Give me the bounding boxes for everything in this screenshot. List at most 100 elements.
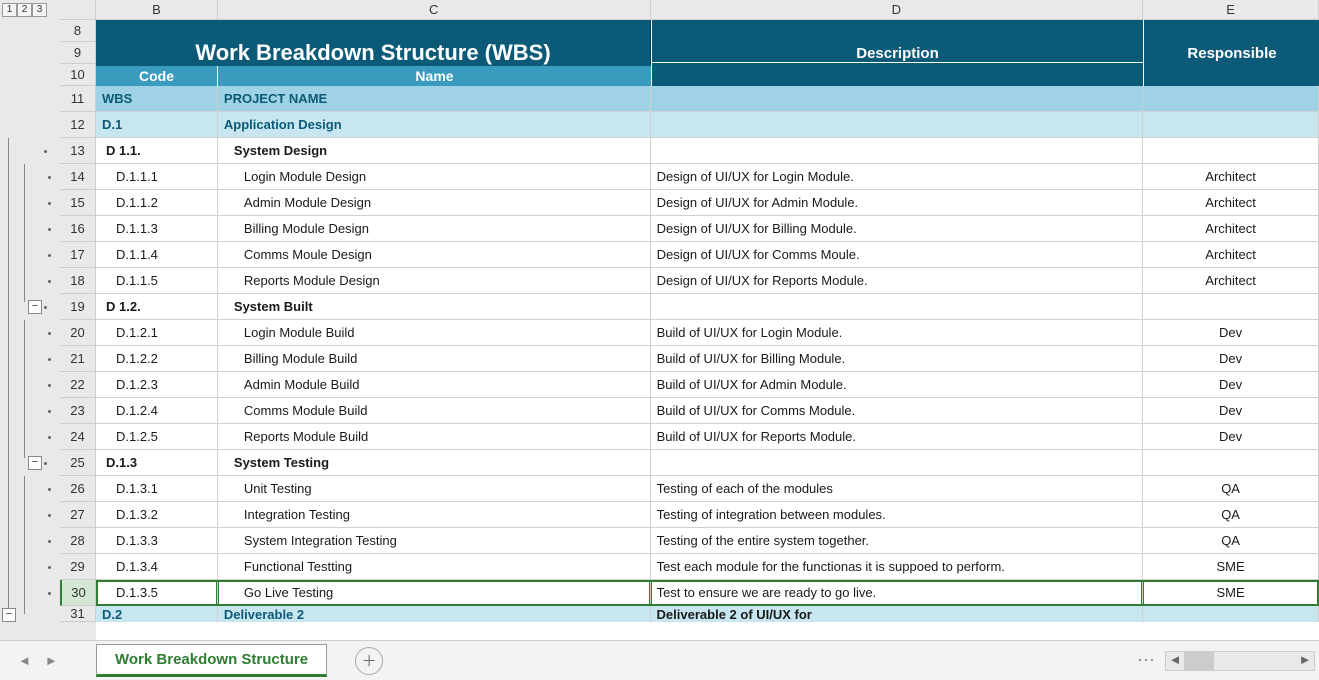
row-header-25[interactable]: 25: [60, 450, 96, 476]
cell-e[interactable]: [1143, 138, 1319, 163]
cell-c[interactable]: Unit Testing: [218, 476, 651, 501]
table-row[interactable]: D.1.1.2Admin Module DesignDesign of UI/U…: [96, 190, 1319, 216]
cell-d[interactable]: Testing of integration between modules.: [651, 502, 1144, 527]
scroll-track[interactable]: [1184, 652, 1296, 670]
cell-e[interactable]: SME: [1143, 554, 1319, 579]
cell-b[interactable]: D.1.1.5: [96, 268, 218, 293]
cell-d[interactable]: Build of UI/UX for Reports Module.: [651, 424, 1144, 449]
cell-b[interactable]: D.1.3.4: [96, 554, 218, 579]
cell-b[interactable]: D.1.1.4: [96, 242, 218, 267]
cell-b[interactable]: D.2: [96, 606, 218, 622]
scroll-thumb[interactable]: [1184, 652, 1214, 670]
table-row[interactable]: D.1.2.2Billing Module BuildBuild of UI/U…: [96, 346, 1319, 372]
table-row[interactable]: D 1.1.System Design: [96, 138, 1319, 164]
cell-d[interactable]: Test each module for the functionas it i…: [651, 554, 1144, 579]
row-header-14[interactable]: 14: [60, 164, 96, 190]
cell-d[interactable]: Design of UI/UX for Reports Module.: [651, 268, 1144, 293]
cell-c[interactable]: Integration Testing: [218, 502, 651, 527]
row-header-10[interactable]: 10: [60, 64, 96, 86]
cell-d[interactable]: Build of UI/UX for Login Module.: [651, 320, 1144, 345]
select-all-corner[interactable]: [60, 0, 96, 19]
table-row[interactable]: D.1.2.4Comms Module BuildBuild of UI/UX …: [96, 398, 1319, 424]
horizontal-scrollbar[interactable]: ◄ ►: [1165, 651, 1315, 671]
table-row[interactable]: D.1.1.3Billing Module DesignDesign of UI…: [96, 216, 1319, 242]
tab-more-icon[interactable]: ⋯: [1137, 650, 1157, 671]
cell-b[interactable]: D.1.3.3: [96, 528, 218, 553]
cell-c[interactable]: Admin Module Build: [218, 372, 651, 397]
row-header-12[interactable]: 12: [60, 112, 96, 138]
sheet-nav-prev-icon[interactable]: ◄: [18, 653, 31, 668]
cell-d[interactable]: Build of UI/UX for Comms Module.: [651, 398, 1144, 423]
row-header-23[interactable]: 23: [60, 398, 96, 424]
cell-c[interactable]: PROJECT NAME: [218, 86, 651, 111]
cell-e[interactable]: SME: [1143, 580, 1319, 605]
cell-d[interactable]: [651, 86, 1144, 111]
sheet-tab-active[interactable]: Work Breakdown Structure: [96, 644, 327, 677]
cell-c[interactable]: Reports Module Build: [218, 424, 651, 449]
cell-b[interactable]: D.1: [96, 112, 218, 137]
row-header-30[interactable]: 30: [60, 580, 96, 606]
cell-c[interactable]: Reports Module Design: [218, 268, 651, 293]
cell-b[interactable]: D.1.3.2: [96, 502, 218, 527]
cell-d[interactable]: Build of UI/UX for Billing Module.: [651, 346, 1144, 371]
add-sheet-button[interactable]: ＋: [355, 647, 383, 675]
cell-b[interactable]: D.1.3.1: [96, 476, 218, 501]
row-header-26[interactable]: 26: [60, 476, 96, 502]
row-header-19[interactable]: 19: [60, 294, 96, 320]
cell-e[interactable]: Architect: [1143, 164, 1319, 189]
cell-d[interactable]: Testing of each of the modules: [651, 476, 1144, 501]
row-header-21[interactable]: 21: [60, 346, 96, 372]
outline-level-1[interactable]: 1: [2, 3, 17, 17]
cell-b[interactable]: D 1.1.: [96, 138, 218, 163]
cell-e[interactable]: [1143, 294, 1319, 319]
cell-d[interactable]: Build of UI/UX for Admin Module.: [651, 372, 1144, 397]
table-row[interactable]: D.1Application Design: [96, 112, 1319, 138]
cell-c[interactable]: System Testing: [218, 450, 651, 475]
table-row[interactable]: D.1.1.1Login Module DesignDesign of UI/U…: [96, 164, 1319, 190]
cell-d[interactable]: Design of UI/UX for Comms Moule.: [651, 242, 1144, 267]
table-row[interactable]: D.2Deliverable 2Deliverable 2 of UI/UX f…: [96, 606, 1319, 622]
cell-d[interactable]: Design of UI/UX for Login Module.: [651, 164, 1144, 189]
table-row[interactable]: D.1.3System Testing: [96, 450, 1319, 476]
cell-e[interactable]: [1143, 606, 1319, 622]
cell-b[interactable]: WBS: [96, 86, 218, 111]
row-header-20[interactable]: 20: [60, 320, 96, 346]
cell-c[interactable]: Comms Module Build: [218, 398, 651, 423]
row-header-16[interactable]: 16: [60, 216, 96, 242]
table-row[interactable]: D.1.3.5Go Live TestingTest to ensure we …: [96, 580, 1319, 606]
outline-toggle[interactable]: −: [28, 300, 42, 314]
cell-e[interactable]: Architect: [1143, 216, 1319, 241]
outline-toggle[interactable]: −: [28, 456, 42, 470]
row-header-31[interactable]: 31: [60, 606, 96, 622]
table-row[interactable]: D.1.2.1Login Module BuildBuild of UI/UX …: [96, 320, 1319, 346]
cell-e[interactable]: Dev: [1143, 320, 1319, 345]
cell-b[interactable]: D.1.1.1: [96, 164, 218, 189]
cell-b[interactable]: D.1.3: [96, 450, 218, 475]
cell-e[interactable]: QA: [1143, 528, 1319, 553]
cell-c[interactable]: Comms Moule Design: [218, 242, 651, 267]
cell-c[interactable]: Functional Testting: [218, 554, 651, 579]
table-row[interactable]: D.1.3.4Functional TesttingTest each modu…: [96, 554, 1319, 580]
cell-c[interactable]: System Design: [218, 138, 651, 163]
scroll-right-icon[interactable]: ►: [1296, 652, 1314, 670]
cell-d[interactable]: Design of UI/UX for Billing Module.: [651, 216, 1144, 241]
cell-b[interactable]: D 1.2.: [96, 294, 218, 319]
cell-e[interactable]: Dev: [1143, 372, 1319, 397]
cell-b[interactable]: D.1.2.5: [96, 424, 218, 449]
row-header-9[interactable]: 9: [60, 42, 96, 64]
table-row[interactable]: D 1.2.System Built: [96, 294, 1319, 320]
cell-d[interactable]: [651, 112, 1144, 137]
cell-e[interactable]: [1143, 112, 1319, 137]
row-header-27[interactable]: 27: [60, 502, 96, 528]
row-header-29[interactable]: 29: [60, 554, 96, 580]
col-header-b[interactable]: B: [96, 0, 218, 19]
cell-e[interactable]: Architect: [1143, 190, 1319, 215]
cell-b[interactable]: D.1.1.2: [96, 190, 218, 215]
row-header-18[interactable]: 18: [60, 268, 96, 294]
table-row[interactable]: D.1.3.1Unit TestingTesting of each of th…: [96, 476, 1319, 502]
cell-c[interactable]: System Integration Testing: [218, 528, 651, 553]
row-header-15[interactable]: 15: [60, 190, 96, 216]
cell-b[interactable]: D.1.2.1: [96, 320, 218, 345]
cell-e[interactable]: Dev: [1143, 398, 1319, 423]
outline-level-2[interactable]: 2: [17, 3, 32, 17]
